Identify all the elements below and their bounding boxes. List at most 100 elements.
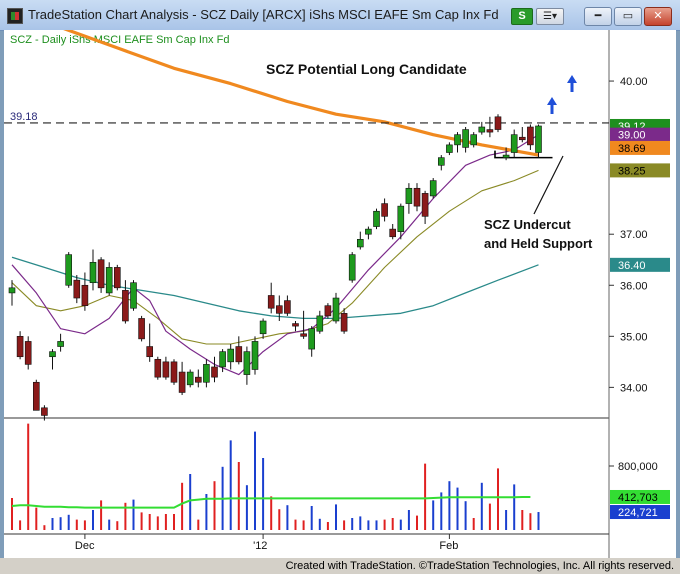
candle-down — [389, 228, 397, 238]
candle-up — [397, 205, 405, 232]
candle-up — [535, 125, 542, 153]
price-tick-label: 37.00 — [620, 229, 648, 241]
footer: Created with TradeStation. ©TradeStation… — [0, 558, 680, 574]
candle-up — [105, 267, 113, 294]
minimize-icon: ━ — [594, 10, 602, 22]
candle-down — [421, 193, 429, 217]
candle-down — [275, 305, 283, 314]
price-tag-label: 38.69 — [618, 143, 646, 155]
tradestation-app-icon — [7, 8, 23, 24]
candle-down — [235, 346, 243, 363]
ma-purple-line — [11, 134, 539, 376]
arrow-up-icon-head — [547, 97, 557, 105]
candle-down — [211, 366, 218, 378]
candle-down — [81, 284, 89, 306]
dropdown-menu-button[interactable]: ☰▾ — [536, 8, 564, 25]
price-tag-box — [610, 127, 670, 142]
price-volume-chart[interactable]: SCZ - Daily iShs MSCI EAFE Sm Cap Inx Fd… — [4, 15, 676, 558]
candle-down — [32, 381, 40, 411]
candle-down — [146, 346, 153, 358]
candle-up — [259, 320, 267, 335]
candle-up — [356, 239, 364, 248]
candle-up — [251, 341, 259, 370]
candle-down — [138, 318, 145, 340]
symbol-link-button[interactable]: S — [511, 8, 533, 25]
close-icon: ✕ — [653, 10, 663, 22]
volume-tag-label: 224,721 — [618, 507, 658, 519]
candle-up — [227, 348, 234, 363]
volume-average-line — [11, 496, 531, 509]
candle-down — [170, 361, 178, 383]
time-tick-label: Feb — [439, 540, 458, 552]
candle-up — [348, 254, 356, 281]
candle-up — [429, 180, 437, 197]
candle-up — [510, 134, 518, 153]
candle-down — [381, 203, 388, 217]
candle-up — [89, 261, 97, 284]
title-bar[interactable]: TradeStation Chart Analysis - SCZ Daily … — [0, 0, 680, 31]
price-tag-label: 39.12 — [618, 121, 646, 133]
time-tick-label: '12 — [253, 540, 267, 552]
candle-down — [494, 116, 502, 130]
candle-down — [413, 187, 421, 207]
candle-down — [486, 129, 494, 133]
time-tick-label: Dec — [75, 540, 95, 552]
minimize-button[interactable]: ━ — [584, 7, 612, 26]
ma-orange-line — [11, 15, 539, 157]
candle-up — [502, 154, 510, 158]
chart-plot-area[interactable]: SCZ - Daily iShs MSCI EAFE Sm Cap Inx Fd… — [4, 15, 676, 558]
candle-down — [178, 371, 186, 393]
candle-down — [195, 376, 202, 383]
candle-up — [57, 341, 64, 347]
chart-subtitle: SCZ Potential Long Candidate — [266, 61, 467, 77]
candle-up — [437, 157, 445, 166]
candle-down — [114, 267, 121, 289]
support-bracket — [494, 150, 553, 159]
candle-down — [518, 136, 526, 141]
candle-down — [122, 290, 129, 322]
price-tag-box — [610, 163, 670, 178]
candle-up — [65, 254, 73, 286]
price-tick-label: 36.00 — [620, 280, 648, 292]
candle-up — [470, 134, 478, 146]
maximize-button[interactable]: ▭ — [614, 7, 642, 26]
candle-down — [284, 300, 291, 314]
close-button[interactable]: ✕ — [644, 7, 672, 26]
candle-down — [154, 358, 162, 378]
maximize-icon: ▭ — [622, 10, 634, 22]
candle-down — [16, 336, 24, 358]
candle-up — [332, 297, 340, 322]
candle-up — [49, 351, 56, 358]
candle-up — [308, 328, 316, 350]
price-tag-label: 38.25 — [618, 165, 646, 177]
annotation-pointer — [533, 155, 564, 215]
candle-up — [462, 129, 469, 148]
ma-olive-line — [11, 169, 539, 345]
candle-up — [8, 287, 16, 294]
chevron-down-icon: ▾ — [551, 11, 557, 22]
candle-down — [292, 323, 299, 327]
price-tick-label: 34.00 — [620, 382, 648, 394]
candle-up — [186, 371, 194, 386]
annotation-text: SCZ Undercut — [484, 217, 571, 232]
candle-up — [373, 210, 380, 227]
volume-tick-label: 800,000 — [618, 461, 658, 473]
annotation-text: and Held Support — [484, 236, 593, 251]
candle-up — [454, 134, 461, 146]
candle-up — [243, 351, 251, 375]
price-tag-box — [610, 140, 670, 155]
candle-down — [41, 407, 48, 416]
candle-up — [316, 315, 324, 332]
candle-up — [130, 282, 137, 309]
window-title: TradeStation Chart Analysis - SCZ Daily … — [28, 7, 499, 22]
candle-down — [527, 126, 534, 146]
price-tag-label: 36.40 — [618, 260, 646, 272]
candle-down — [162, 361, 170, 378]
candle-down — [300, 333, 307, 337]
volume-tag-box — [610, 505, 670, 520]
resistance-label: 39.18 — [10, 111, 38, 123]
candle-down — [97, 259, 105, 289]
volume-tag-box — [610, 489, 670, 504]
candle-up — [365, 228, 372, 235]
